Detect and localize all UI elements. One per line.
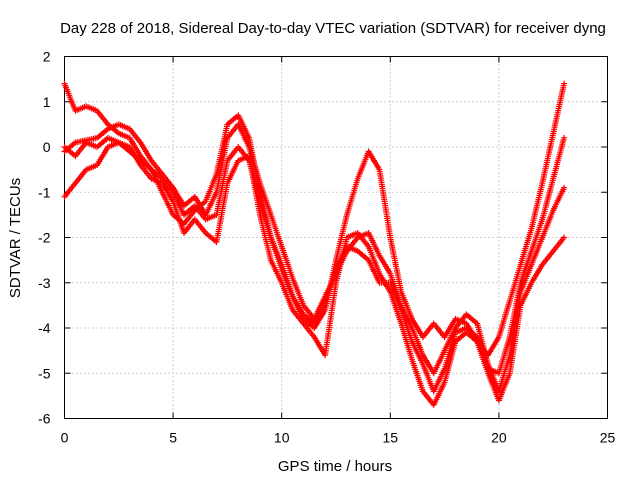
y-tick-label: -2 — [38, 230, 51, 246]
y-tick-label: -3 — [38, 275, 51, 291]
series-2 — [61, 121, 568, 395]
x-tick-label: 5 — [169, 430, 177, 446]
axis-ticks — [64, 56, 608, 419]
x-tick-labels: 0 5 10 15 20 25 — [61, 430, 616, 446]
series-4-markers — [61, 134, 568, 395]
chart-title: Day 228 of 2018, Sidereal Day-to-day VTE… — [60, 20, 606, 37]
series-3-markers — [61, 139, 568, 408]
series-2-markers — [61, 121, 568, 395]
y-tick-label: -1 — [38, 184, 51, 200]
y-tick-label: 1 — [43, 94, 51, 110]
y-tick-label: 2 — [43, 49, 51, 65]
x-tick-label: 15 — [383, 430, 399, 446]
y-tick-label: -5 — [38, 365, 51, 381]
x-tick-label: 10 — [274, 430, 290, 446]
y-axis-label: SDTVAR / TECUs — [7, 178, 24, 298]
series-3 — [61, 139, 568, 408]
y-tick-label: -4 — [38, 320, 51, 336]
data-points — [61, 80, 568, 408]
x-tick-label: 0 — [61, 430, 69, 446]
x-tick-label: 25 — [600, 430, 616, 446]
x-axis-label: GPS time / hours — [278, 458, 392, 475]
x-tick-label: 20 — [491, 430, 507, 446]
series-4 — [61, 134, 568, 395]
y-tick-label: -6 — [38, 411, 51, 427]
y-tick-label: 0 — [43, 139, 51, 155]
y-tick-labels: -6 -5 -4 -3 -2 -1 0 1 2 — [38, 49, 51, 427]
